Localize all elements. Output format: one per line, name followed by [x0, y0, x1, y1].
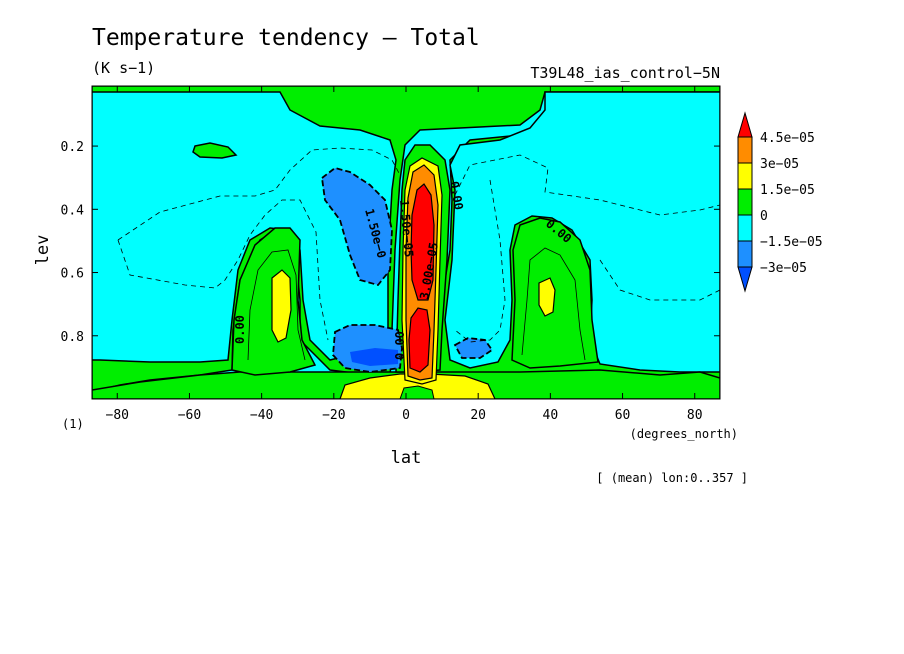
y-tick-label: 0.8 — [61, 330, 84, 345]
dashed-contour-south — [117, 147, 401, 241]
x-tick-label: 60 — [615, 408, 631, 423]
colorbar-label: −1.5e−05 — [760, 235, 823, 250]
averaging-note: [ (mean) lon:0..357 ] — [596, 471, 748, 485]
x-axis-ticks: −80 −60 −40 −20 0 20 40 60 80 — [106, 86, 703, 423]
colorbar-swatch — [737, 111, 753, 138]
colorbar: 4.5e−05 3e−05 1.5e−05 0 −1.5e−05 −3e−05 — [737, 111, 823, 293]
contour-label: 0.00 — [233, 315, 247, 344]
x-tick-label: 0 — [402, 408, 410, 423]
contour-label: 1.50e−05 — [397, 199, 416, 258]
dashed-contour-south-2 — [117, 199, 329, 341]
experiment-label: T39L48_ias_control−5N — [530, 64, 720, 82]
green-surface-pocket — [399, 385, 435, 399]
y-tick-label: 0.4 — [61, 203, 85, 218]
units-label: (K s−1) — [92, 59, 155, 77]
y-axis-label: lev — [33, 235, 53, 266]
contour-plot-area — [92, 86, 720, 399]
colorbar-label: 1.5e−05 — [760, 183, 815, 198]
colorbar-swatch — [737, 162, 753, 190]
ridge-contour-south — [247, 249, 306, 361]
y-axis-units: (1) — [62, 417, 84, 431]
colorbar-swatch — [737, 136, 753, 164]
colorbar-label: −3e−05 — [760, 261, 807, 276]
x-tick-label: 80 — [687, 408, 703, 423]
contour-label: 0.00 — [393, 331, 407, 360]
colorbar-label: 3e−05 — [760, 157, 799, 172]
contour-label: 0.00 — [447, 180, 466, 211]
colorbar-label: 0 — [760, 209, 768, 224]
red-lower-core — [408, 307, 431, 373]
x-axis-units: (degrees_north) — [630, 427, 738, 441]
x-tick-label: −40 — [250, 408, 273, 423]
x-tick-label: 40 — [543, 408, 559, 423]
chart-title: Temperature tendency — Total — [92, 25, 480, 51]
ridge-contour-north — [521, 247, 586, 361]
colorbar-swatch — [737, 214, 753, 242]
colorbar-swatch — [737, 240, 753, 268]
blue-lower-core — [350, 348, 398, 366]
x-tick-label: −20 — [322, 408, 345, 423]
x-tick-label: 20 — [470, 408, 486, 423]
dashed-contour-north — [454, 154, 720, 216]
dashed-contour-north-3 — [599, 259, 720, 301]
y-tick-label: 0.2 — [61, 140, 84, 155]
y-tick-label: 0.6 — [61, 267, 84, 282]
red-upper-core — [410, 183, 435, 301]
blue-upper-south — [321, 167, 393, 287]
x-tick-label: −80 — [106, 408, 129, 423]
colorbar-swatch — [737, 266, 753, 293]
colorbar-label: 4.5e−05 — [760, 131, 815, 146]
yellow-south-cell — [271, 269, 292, 343]
blue-lower-north — [453, 337, 494, 359]
x-axis-label: lat — [391, 448, 422, 468]
y-axis-ticks: 0.2 0.4 0.6 0.8 — [61, 140, 720, 345]
green-small-blob — [192, 142, 238, 159]
colorbar-swatch — [737, 188, 753, 216]
yellow-north-cell — [538, 277, 556, 317]
x-tick-label: −60 — [178, 408, 201, 423]
